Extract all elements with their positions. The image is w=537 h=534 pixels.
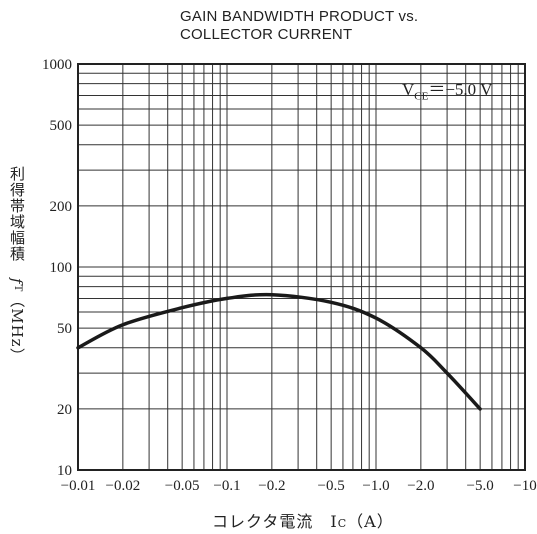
y-tick-label: 20 [57, 402, 72, 418]
x-tick-label: −0.05 [165, 478, 200, 494]
grid [78, 64, 525, 470]
x-tick-label: −1.0 [362, 478, 389, 494]
plot-frame [77, 63, 526, 471]
tick-labels: 10 20 50 100 200 500 1000 −0.01 −0.02 −0.05 −0.1 −0… [42, 57, 537, 494]
y-axis-label: 利得帯域幅積 fT（MHz） [6, 150, 28, 380]
condition-annotation: VCE＝−5.0 V [402, 75, 492, 102]
x-axis-label-unit: （A） [347, 512, 394, 531]
y-tick-label: 50 [57, 321, 72, 337]
x-tick-label: −0.2 [258, 478, 285, 494]
y-tick-label: 200 [50, 199, 73, 215]
y-tick-label: 1000 [42, 57, 72, 73]
y-axis-label-main: 利得帯域幅積 [8, 166, 26, 263]
y-axis-label-sub: T [12, 284, 23, 293]
series-layer [76, 292, 482, 411]
x-axis-label-symbol: I [330, 512, 338, 531]
x-tick-label: −0.5 [318, 478, 345, 494]
x-tick-label: −0.01 [61, 478, 96, 494]
x-tick-label: −5.0 [467, 478, 494, 494]
x-tick-label: −10 [513, 478, 536, 494]
y-axis-label-unit: （MHz） [8, 292, 26, 364]
x-tick-label: −0.02 [105, 478, 140, 494]
chart-title: GAIN BANDWIDTH PRODUCT vs. [180, 8, 419, 25]
annotation-value: ＝−5.0 V [428, 80, 493, 99]
x-axis-label-sub: C [337, 517, 348, 530]
chart-subtitle: COLLECTOR CURRENT [180, 26, 353, 43]
x-tick-label: −0.1 [213, 478, 240, 494]
series-line [76, 292, 482, 411]
x-tick-label: −2.0 [407, 478, 434, 494]
x-axis-label: コレクタ電流 IC（A） [212, 508, 394, 532]
annotation-sub: CE [414, 90, 429, 103]
annotation-symbol: V [402, 80, 415, 99]
plot-border [77, 63, 526, 471]
y-tick-label: 10 [57, 463, 72, 479]
y-tick-label: 100 [50, 260, 73, 276]
y-tick-label: 500 [50, 118, 73, 134]
y-axis-label-symbol: f [8, 278, 26, 285]
x-axis-label-main: コレクタ電流 [212, 512, 314, 531]
